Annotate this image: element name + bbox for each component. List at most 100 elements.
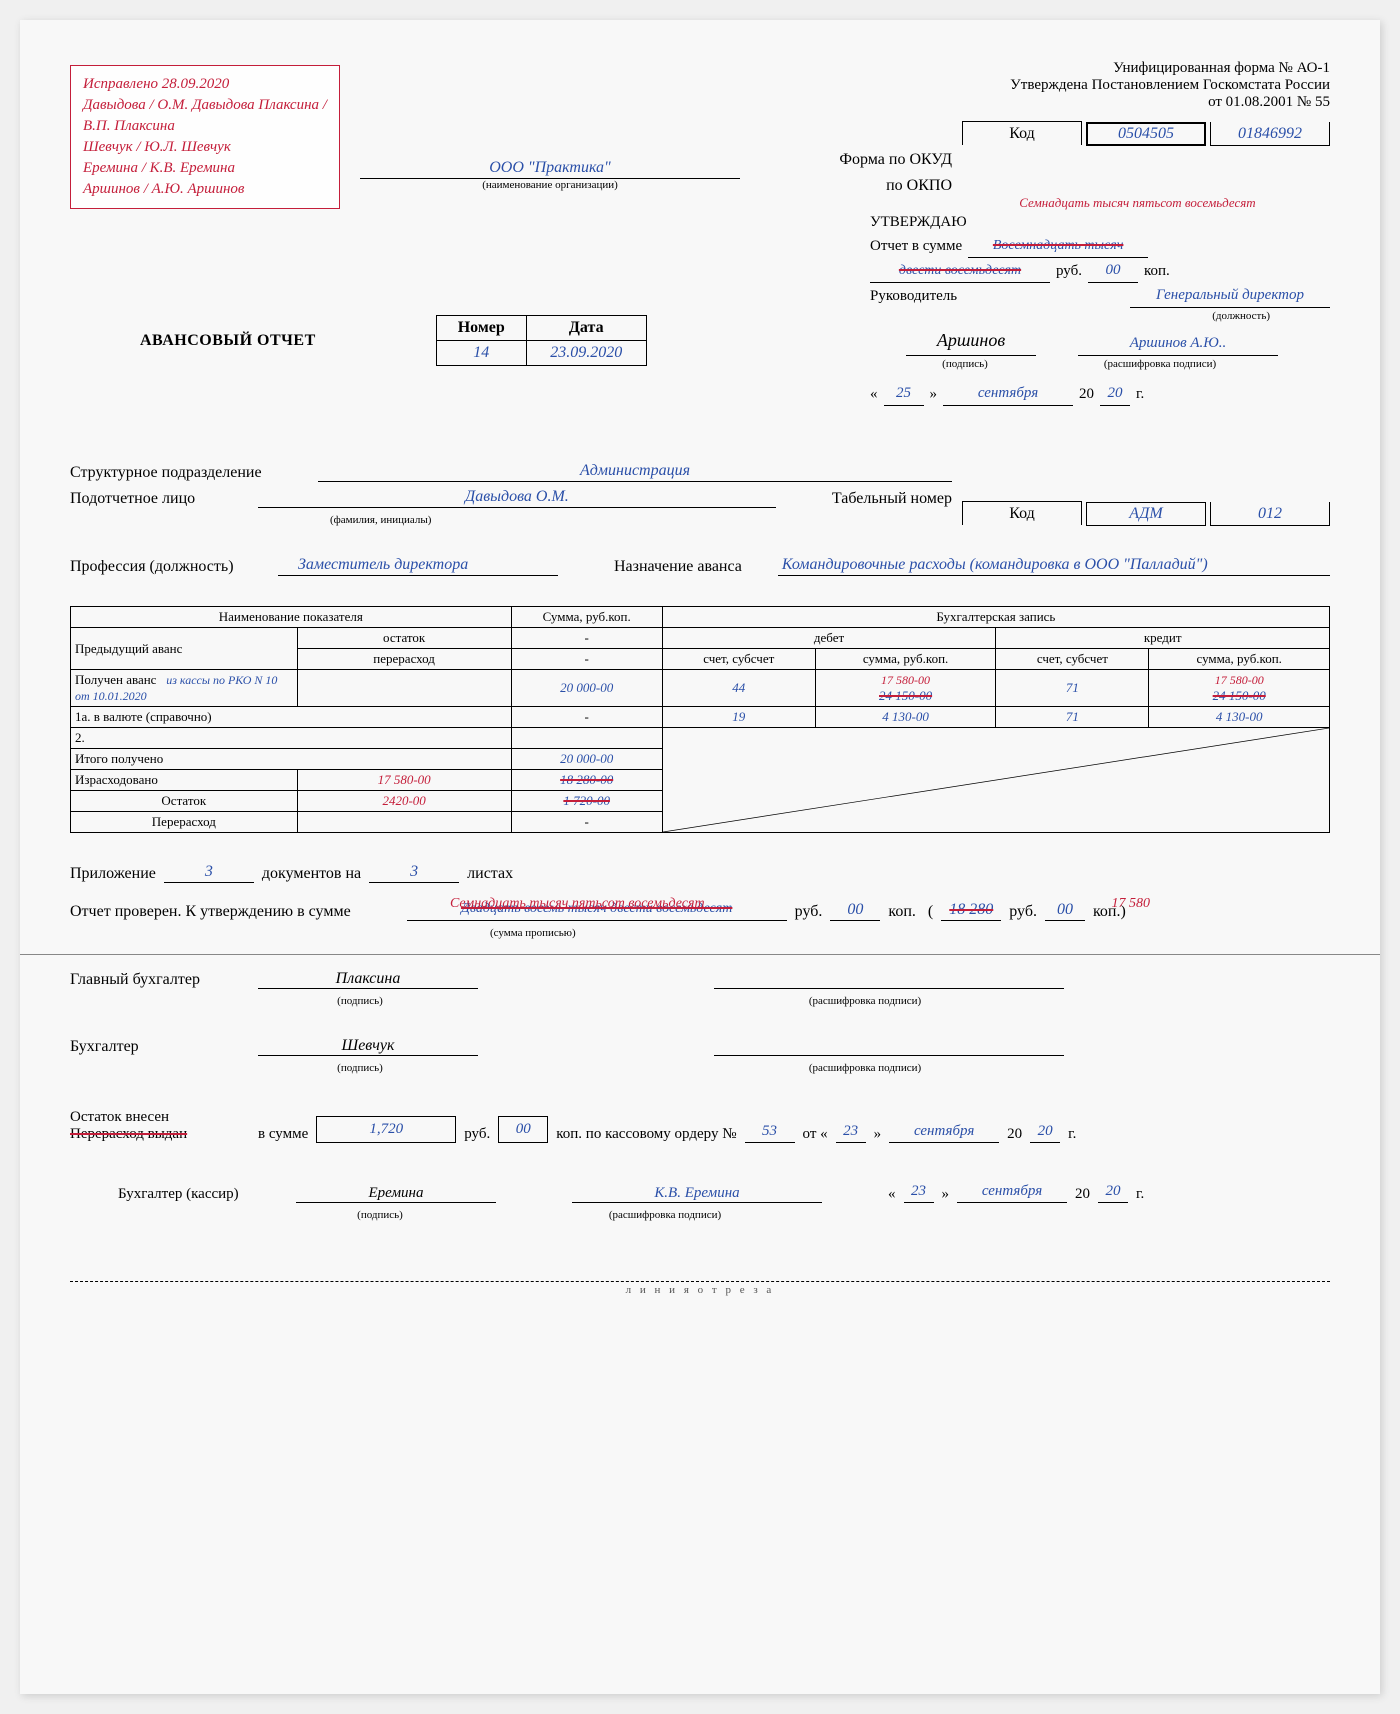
glav-sign: Плаксина [258,970,478,989]
yr-v: 20 [1030,1123,1060,1143]
report-title: АВАНСОВЫЙ ОТЧЕТ [140,332,316,350]
struct-code: АДМ [1086,502,1206,526]
sum-old1: Восемнадцать тысяч [968,235,1148,258]
th-name: Наименование показателя [71,607,512,628]
org-sublabel: (наименование организации) [350,179,750,191]
ot-l: от « [803,1126,828,1143]
c-acct1: 71 [996,670,1149,707]
person-value: Давыдова О.М. [258,488,776,508]
th-c-acct: счет, субсчет [996,649,1149,670]
ostatok-row: Остаток внесен Перерасход выдан в сумме … [70,1109,1330,1143]
number-value: 14 [436,341,526,366]
ost-c: 2420-00 [297,791,511,812]
vsum-label: в сумме [258,1126,308,1143]
glav-row: Главный бухгалтер Плаксина [70,970,1330,989]
th-d-acct: счет, субсчет [662,649,815,670]
kop-v: 00 [498,1116,548,1143]
kop-ord: коп. по кассовому ордеру № [556,1126,736,1143]
glav-label: Главный бухгалтер [70,971,250,989]
ver-kopv: 00 [830,901,880,921]
d-acct2: 19 [662,707,815,728]
kod-label2: Код [962,501,1082,525]
org-block: ООО "Практика" (наименование организации… [350,159,750,191]
cash-dec: К.В. Еремина [572,1185,822,1203]
ver-prub: руб. [1009,903,1037,921]
yp: 20 [1007,1126,1022,1143]
buh-row: Бухгалтер Шевчук [70,1037,1330,1056]
sum-label: Отчет в сумме [870,234,962,258]
row-poluchen: Получен аванс [75,672,156,687]
date-month: сентября [943,381,1073,406]
att-label: Приложение [70,865,156,883]
struct-value: Администрация [318,462,952,482]
mon-v: сентября [889,1123,999,1143]
dash4: - [511,812,662,833]
okud-code: 0504505 [1086,122,1206,146]
yr-suffix: г. [1136,382,1144,406]
d-sum2: 4 130-00 [815,707,996,728]
att-docs-label: документов на [262,865,361,883]
decipher: Аршинов А.Ю.. [1078,331,1278,356]
fields-block: Структурное подразделение Администрация … [70,456,1330,576]
org-name: ООО "Практика" [360,159,740,179]
izrash-c: 17 580-00 [297,770,511,791]
cash-yp: 20 [1075,1186,1090,1203]
date-label: Дата [526,316,646,341]
ver-label: Отчет проверен. К утверждению в сумме [70,903,351,921]
att-docs: 3 [164,863,254,883]
okpo-code: 01846992 [1210,122,1330,146]
code-header: Код [962,121,1082,145]
th-credit: кредит [996,628,1330,649]
prof-label: Профессия (должность) [70,558,270,576]
purpose-value: Командировочные расходы (командировка в … [778,556,1330,576]
row-perer: Перерасход [71,812,298,833]
dash2: - [511,649,662,670]
correction-l5: Аршинов / А.Ю. Аршинов [83,179,327,200]
cash-g: г. [1136,1186,1144,1203]
sign-sub: (подпись) [900,356,1030,374]
attachment-row: Приложение 3 документов на 3 листах [70,863,1330,883]
row-2: 2. [71,728,512,749]
row-izrash: Израсходовано [71,770,298,791]
cash-sign: Еремина [296,1185,496,1203]
day-v: 23 [836,1123,866,1143]
c-acct2: 71 [996,707,1149,728]
sum-old2: двести восемьдесят [870,260,1050,283]
correction-l1: Давыдова / О.М. Давыдова Плаксина / [83,95,327,116]
dash1: - [511,628,662,649]
okpo-label: по ОКПО [839,173,952,199]
ord-num: 53 [745,1123,795,1143]
sign: Аршинов [906,326,1036,356]
correction-box: Исправлено 28.09.2020 Давыдова / О.М. Да… [70,65,340,209]
row-ost: Остаток [71,791,298,812]
dash3: - [511,707,662,728]
cash-mon: сентября [957,1183,1067,1203]
verification-block: Семнадцать тысяч пятьсот восемьдесят 17 … [70,901,1330,939]
ver-rub: руб. [795,903,823,921]
d-acct1: 44 [662,670,815,707]
buh-dec [714,1055,1064,1056]
glav-sign-sub: (подпись) [250,995,470,1007]
row-pererashod: перерасход [297,649,511,670]
cash-dec-sub: (расшифровка подписи) [540,1209,790,1221]
perer-label: Перерасход выдан [70,1126,250,1143]
close-l: » [874,1126,882,1143]
ver-sub: (сумма прописью) [490,927,1330,939]
row-prev: Предыдущий аванс [71,628,298,670]
izrash-o: 18 280-00 [511,770,662,791]
date-year: 20 [1100,381,1130,406]
date-value: 23.09.2020 [526,341,646,366]
cashier-row: Бухгалтер (кассир) Еремина К.В. Еремина … [70,1183,1330,1203]
date-day: 25 [884,381,924,406]
ost-o: 1 720-00 [511,791,662,812]
rub-l: руб. [464,1126,490,1143]
row-ostatok: остаток [297,628,511,649]
th-c-amount: сумма, руб.коп. [1149,649,1330,670]
cash-day: 23 [904,1183,934,1203]
cash-sign-sub: (подпись) [280,1209,480,1221]
number-date-table: Номер Дата 14 23.09.2020 [436,315,647,366]
person-sub: (фамилия, инициалы) [330,514,952,526]
th-sum: Сумма, руб.коп. [511,607,662,628]
purpose-label: Назначение аванса [614,558,742,576]
g-l: г. [1068,1126,1076,1143]
